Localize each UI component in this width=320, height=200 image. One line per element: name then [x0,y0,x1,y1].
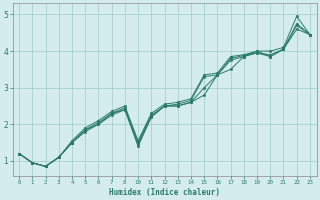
X-axis label: Humidex (Indice chaleur): Humidex (Indice chaleur) [109,188,220,197]
